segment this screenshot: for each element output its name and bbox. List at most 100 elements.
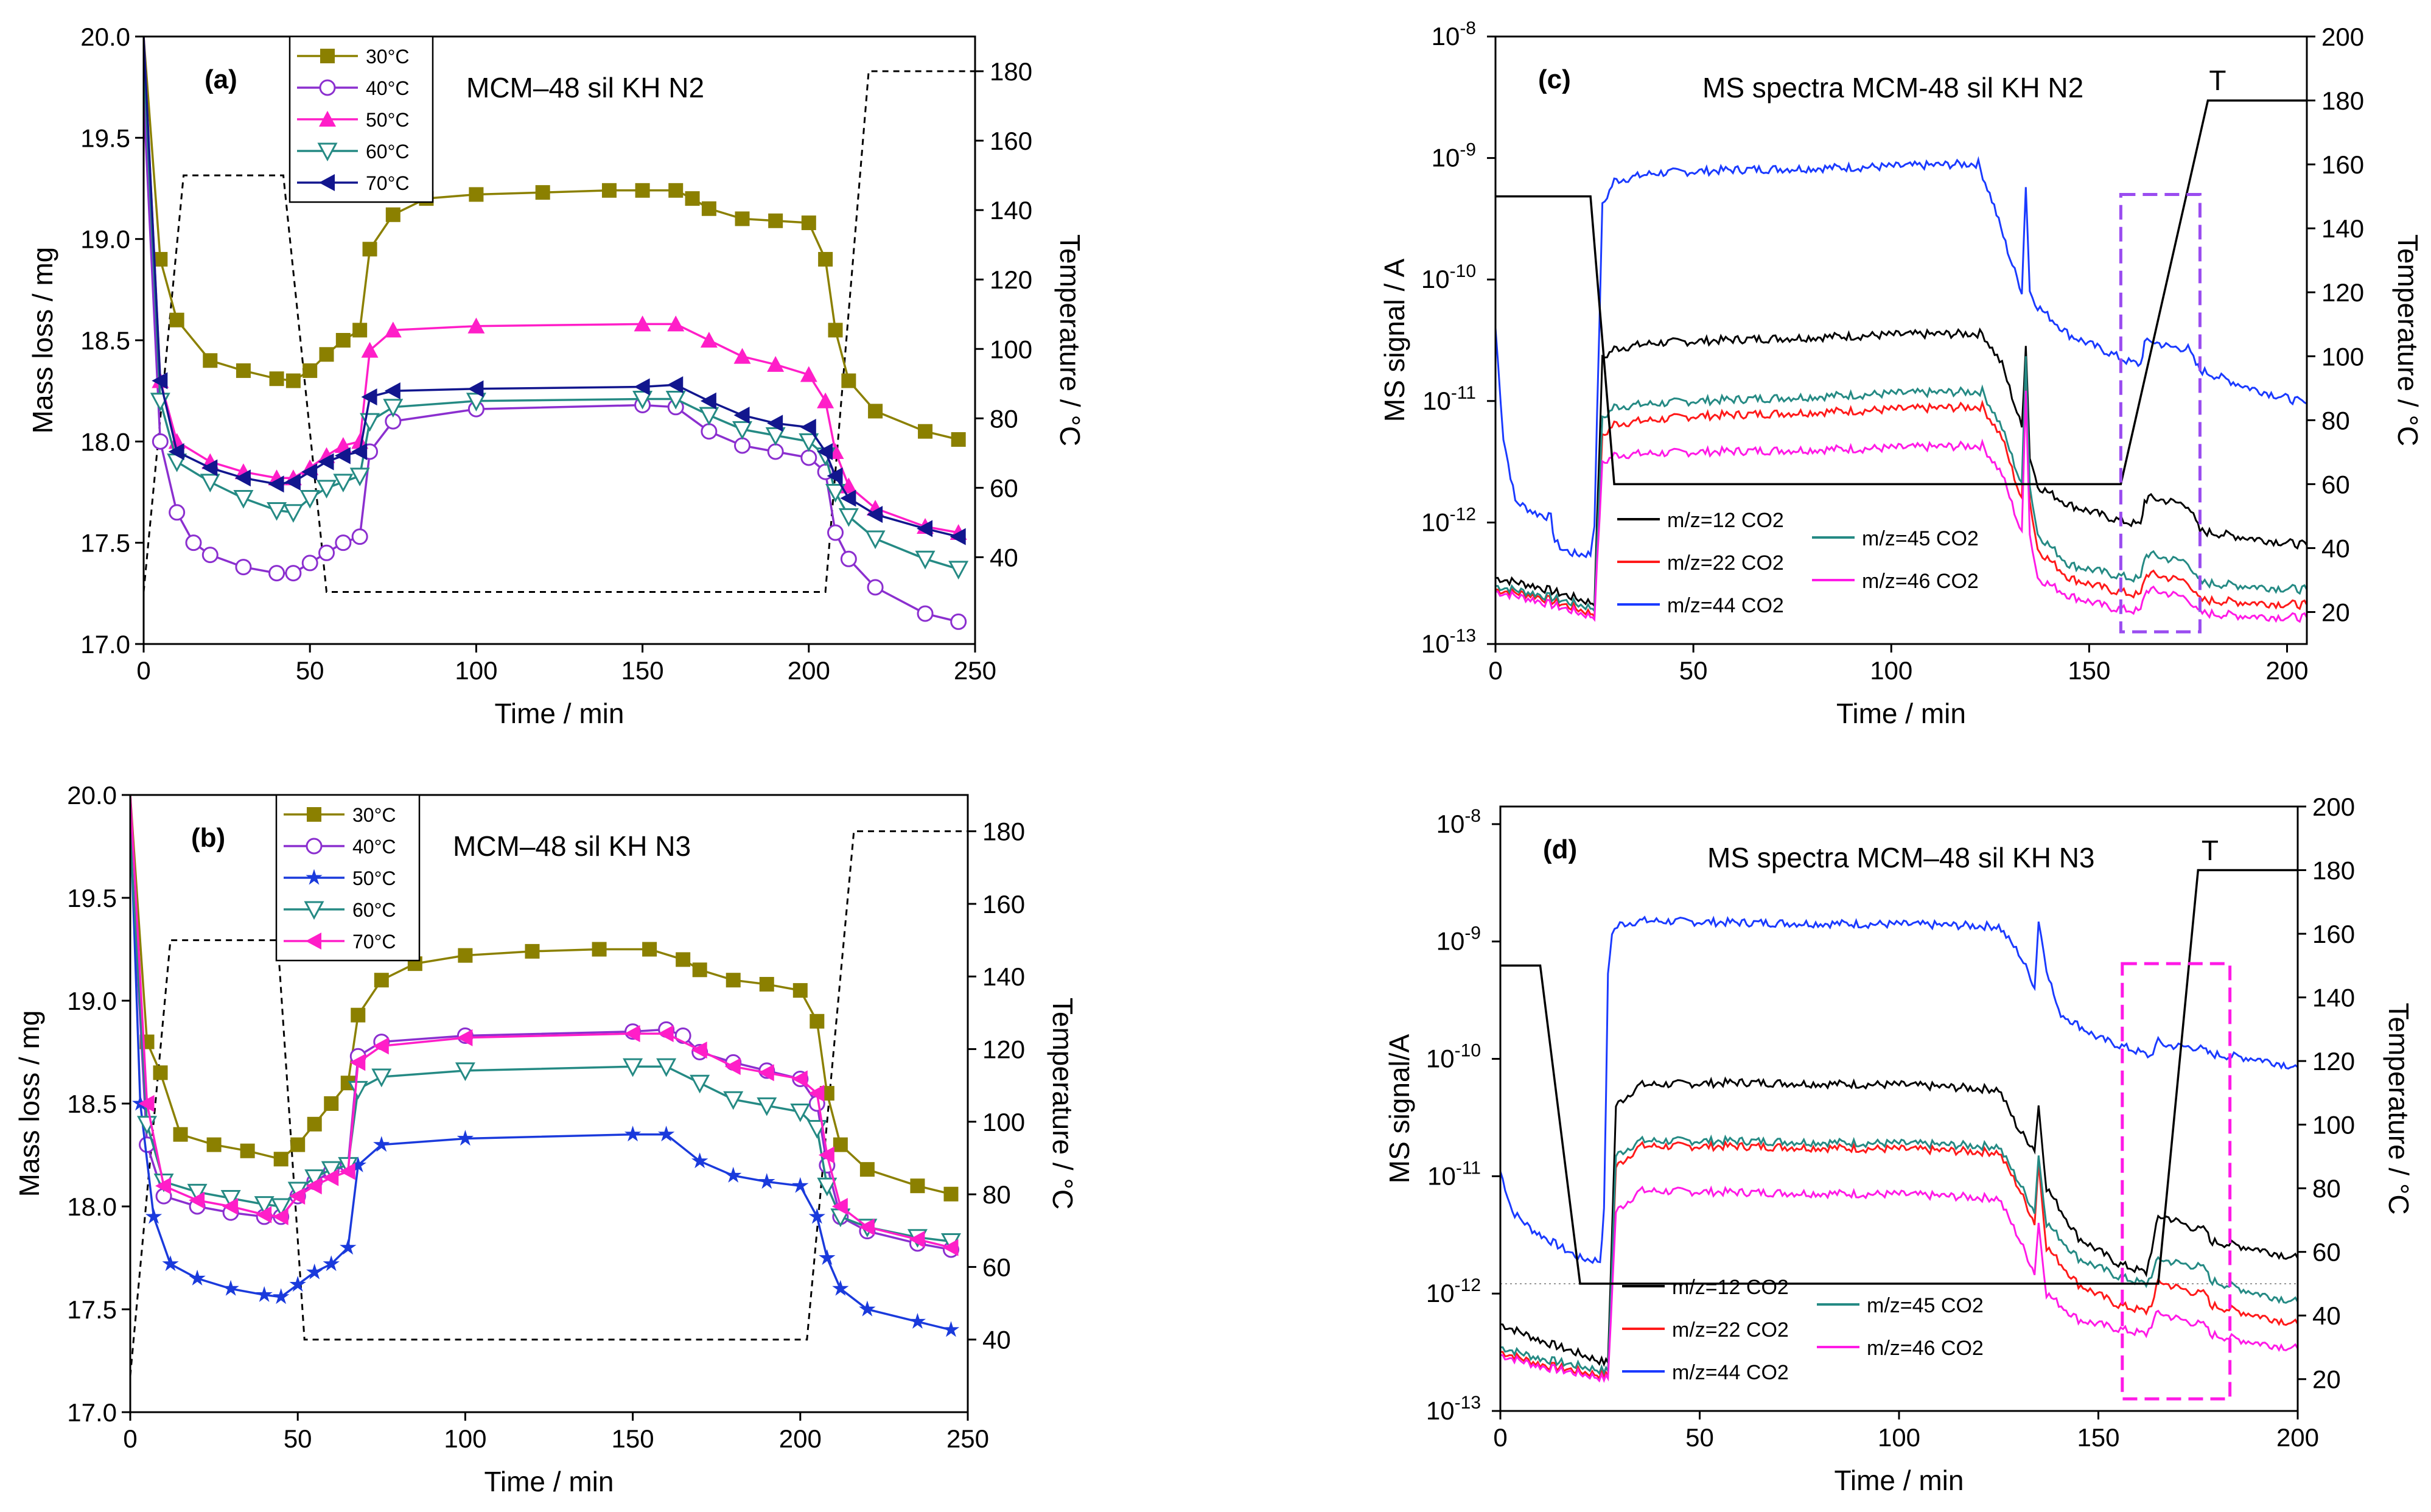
legend-label: m/z=45 CO2 [1862, 527, 1979, 550]
temperature-line [144, 70, 975, 593]
marker [361, 388, 377, 406]
marker [800, 449, 817, 466]
y2-tick-label: 20 [2321, 598, 2350, 626]
marker [268, 475, 284, 493]
marker [162, 1255, 179, 1272]
panel-a: 0 50 100 150 200 250 17.0 17.5 18.0 18.5 19.0 19.5 2… [27, 23, 1086, 729]
y2-tick-label: 100 [982, 1108, 1025, 1136]
y-tick-label: 10-11 [1427, 1158, 1481, 1190]
marker [384, 382, 401, 400]
marker [817, 392, 834, 408]
marker [950, 528, 966, 545]
marker [817, 443, 833, 460]
y-tick-label: 10-12 [1426, 1275, 1481, 1307]
marker [700, 392, 716, 410]
marker [273, 1288, 290, 1304]
marker [189, 1269, 206, 1286]
y-tick-label: 10-10 [1421, 261, 1476, 293]
marker [335, 534, 352, 551]
marker [676, 952, 691, 967]
marker [667, 315, 685, 332]
marker [306, 1263, 323, 1279]
marker [458, 948, 473, 963]
temperature-line [1500, 869, 2298, 1285]
x-tick-label: 100 [1870, 656, 1912, 685]
marker [525, 943, 540, 959]
marker [535, 185, 550, 200]
marker [306, 1177, 322, 1195]
t-label: T [2202, 835, 2219, 866]
marker [456, 1029, 473, 1046]
marker [303, 363, 318, 378]
x-tick-label: 0 [1493, 1423, 1507, 1452]
marker [319, 174, 335, 191]
t-label: T [2209, 65, 2226, 96]
marker [700, 332, 718, 348]
marker [699, 407, 719, 426]
marker [319, 347, 334, 362]
marker [690, 1074, 710, 1094]
series-line-1 [144, 97, 959, 623]
y2-tick-label: 80 [990, 404, 1018, 433]
marker [187, 1183, 208, 1203]
legend-label: 70°C [366, 172, 410, 194]
marker [169, 504, 186, 521]
marker [685, 191, 700, 206]
marker [841, 373, 856, 388]
legend: m/z=12 CO2 m/z=22 CO2 m/z=44 CO2 m/z=45 CO2… [1617, 509, 1979, 617]
x-tick-label: 200 [2276, 1423, 2319, 1452]
marker [185, 534, 202, 551]
x-axis-label: Time / min [1835, 1465, 1964, 1496]
marker [321, 1161, 341, 1180]
panel-title: MCM–48 sil KH N3 [453, 830, 691, 862]
marker [732, 421, 753, 440]
marker [828, 323, 843, 338]
marker [734, 437, 751, 454]
y2-tick-label: 100 [990, 335, 1032, 363]
marker [173, 1127, 188, 1142]
plot-area [130, 795, 968, 1376]
marker [349, 1157, 366, 1172]
marker [306, 933, 321, 950]
marker [950, 613, 967, 630]
y2-tick-label: 40 [990, 543, 1018, 572]
marker [373, 1037, 389, 1055]
marker [335, 333, 351, 348]
marker [868, 404, 883, 419]
marker [951, 432, 966, 447]
plot-frame [129, 794, 969, 1413]
marker [271, 1198, 292, 1217]
marker [289, 1276, 306, 1292]
marker [153, 1065, 168, 1080]
marker [819, 1249, 836, 1265]
marker [691, 1152, 708, 1169]
marker [790, 1104, 811, 1122]
marker [799, 433, 819, 452]
y2-tick-label: 160 [2321, 150, 2364, 179]
legend-label: m/z=44 CO2 [1672, 1361, 1789, 1384]
series-line-0 [1500, 1076, 2298, 1367]
marker [284, 473, 301, 491]
marker [220, 1189, 241, 1209]
marker [817, 1177, 838, 1197]
marker [668, 183, 684, 198]
y2-tick-label: 60 [2321, 470, 2350, 499]
marker [832, 1279, 849, 1296]
marker [324, 1096, 339, 1111]
marker [910, 1178, 925, 1194]
marker [791, 1070, 808, 1088]
marker [691, 1041, 707, 1059]
marker [333, 474, 354, 493]
marker [825, 484, 846, 503]
marker [318, 453, 334, 471]
y2-tick-label: 120 [982, 1035, 1025, 1064]
legend: 30°C 40°C 50°C 60°C 70°C [275, 794, 421, 962]
legend: 30°C 40°C 50°C 60°C 70°C [289, 35, 434, 203]
legend-label: m/z=12 CO2 [1667, 509, 1784, 532]
y2-axis-label: Temperature / °C [1047, 998, 1079, 1209]
y2-tick-label: 140 [990, 196, 1032, 225]
marker [948, 561, 969, 580]
legend-label: m/z=46 CO2 [1862, 570, 1979, 593]
y-tick-label: 18.0 [80, 427, 130, 456]
